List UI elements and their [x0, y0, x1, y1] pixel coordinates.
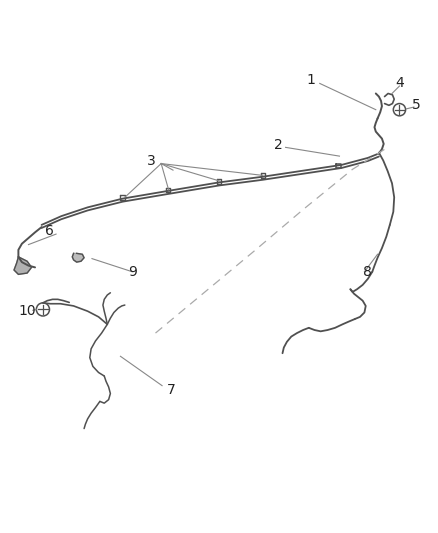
Polygon shape — [72, 253, 84, 262]
Text: 6: 6 — [45, 224, 53, 238]
Polygon shape — [14, 257, 32, 274]
Text: 7: 7 — [167, 383, 176, 397]
Text: 4: 4 — [395, 76, 404, 90]
Text: 10: 10 — [18, 304, 36, 318]
Text: 8: 8 — [364, 265, 372, 279]
Text: 2: 2 — [274, 138, 283, 152]
Text: 3: 3 — [147, 154, 155, 167]
Text: 9: 9 — [128, 265, 137, 279]
Text: 5: 5 — [412, 98, 420, 112]
Text: 1: 1 — [307, 74, 315, 87]
